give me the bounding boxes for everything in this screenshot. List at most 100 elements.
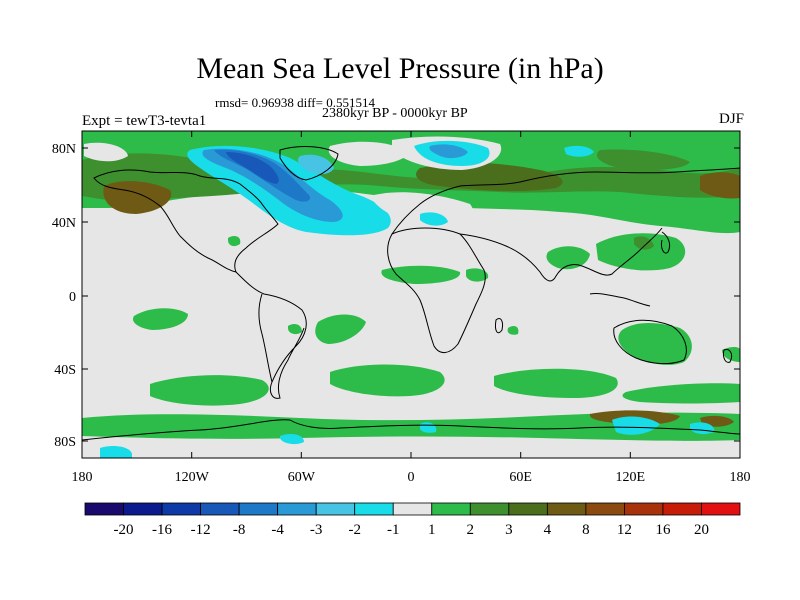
- colorbar-swatch: [624, 502, 664, 516]
- colorbar-label: 2: [467, 522, 475, 538]
- anomaly-region-mozambique-green: [507, 326, 519, 335]
- colorbar-swatch: [354, 502, 394, 516]
- colorbar-swatch: [123, 502, 163, 516]
- lat-tick-label: 80S: [54, 435, 76, 450]
- lon-tick-label: 180: [730, 470, 751, 485]
- anomaly-region-southern-ocean-east: [622, 383, 740, 404]
- anomaly-region-east-asia-dark: [596, 149, 690, 170]
- pressure-anomaly-fields: [82, 131, 740, 458]
- coast-australia: [613, 319, 687, 365]
- colorbar-label: -4: [271, 522, 284, 538]
- anomaly-region-antarctic-cyan-west: [280, 434, 304, 445]
- period-label: 2380kyr BP - 0000kyr BP: [322, 106, 468, 121]
- anomaly-region-arabia-green: [466, 268, 489, 282]
- coastlines: [82, 146, 740, 441]
- anomaly-region-sahara-green: [381, 265, 461, 284]
- coast-africa: [387, 227, 486, 353]
- anomaly-region-himalaya-green: [546, 246, 590, 270]
- colorbar-label: 16: [655, 522, 671, 538]
- lon-tick-label: 120E: [616, 470, 646, 485]
- lat-tick-label: 40N: [52, 216, 76, 231]
- colorbar-swatch: [662, 502, 702, 516]
- coast-antarctica: [82, 419, 740, 441]
- coast-indonesia: [589, 293, 651, 307]
- colorbar-swatch: [277, 502, 317, 516]
- anomaly-region-siberia-olive: [416, 162, 563, 192]
- colorbar-swatch: [431, 502, 471, 516]
- anomaly-region-greenland-light: [298, 154, 334, 175]
- coast-south-america: [235, 271, 307, 399]
- lat-tick-label: 0: [69, 290, 76, 305]
- anomaly-region-australia-green: [618, 323, 692, 365]
- colorbar-label: -16: [152, 522, 172, 538]
- colorbar-label: -12: [191, 522, 211, 538]
- anomaly-region-southern-ocean-indian: [494, 368, 618, 398]
- colorbar-swatch: [238, 502, 279, 516]
- colorbar-label: -20: [114, 522, 134, 538]
- colorbar-swatch: [392, 502, 433, 516]
- colorbar-label: 3: [505, 522, 513, 538]
- colorbar-swatch: [546, 502, 587, 516]
- colorbar-label: 8: [582, 522, 590, 538]
- anomaly-region-pacific-brown: [700, 172, 740, 199]
- colorbar-swatch: [701, 502, 741, 516]
- colorbar-swatch: [84, 502, 124, 516]
- anomaly-region-southern-ocean-pacific: [150, 375, 269, 406]
- lon-tick-label: 60E: [509, 470, 532, 485]
- anomaly-region-europe-neutral: [370, 192, 473, 226]
- anomaly-region-antarctic-cyan-pacific: [100, 446, 132, 458]
- coast-north-america: [93, 169, 279, 273]
- longitude-axis: 180 120W 60W 0 60E 120E 180: [72, 131, 751, 485]
- colorbar-swatch: [585, 502, 625, 516]
- anomaly-region-north-pacific-neutral: [84, 142, 128, 162]
- anomaly-region-antarctic-cyan-east: [612, 416, 660, 435]
- colorbar-label: -3: [310, 522, 323, 538]
- anomaly-region-greenland-sea-neutral: [328, 141, 410, 166]
- colorbar-swatch: [315, 502, 356, 516]
- anomaly-region-mediterranean-cyan: [420, 212, 448, 226]
- anomaly-region-canada-deepblue: [226, 152, 279, 184]
- anomaly-region-brazil-green: [288, 324, 302, 335]
- coast-greenland: [279, 146, 339, 181]
- colorbar-label: 12: [617, 522, 632, 538]
- coast-madagascar: [495, 317, 503, 334]
- anomaly-region-east-asia-green: [596, 233, 686, 271]
- lat-tick-label: 80N: [52, 142, 76, 157]
- anomaly-region-south-pacific-green: [722, 347, 740, 362]
- anomaly-region-barents-blue: [429, 144, 468, 159]
- stats-line: rmsd= 0.96938 diff= 0.551514: [215, 95, 375, 110]
- lon-tick-label: 60W: [288, 470, 316, 485]
- coast-south-america-west: [258, 293, 273, 383]
- latitude-axis: 80N 40N 0 40S 80S: [52, 142, 740, 450]
- lon-tick-label: 120W: [175, 470, 210, 485]
- colorbar-swatch: [469, 502, 510, 516]
- coast-new-zealand: [723, 349, 733, 363]
- colorbar-swatch: [508, 502, 548, 516]
- colorbar-label: 1: [428, 522, 436, 538]
- experiment-label: Expt = tewT3-tevta1: [82, 113, 207, 129]
- colorbar-label: 20: [694, 522, 709, 538]
- anomaly-region-east-pacific-green: [132, 308, 188, 330]
- anomaly-region-south-atlantic-green: [315, 314, 366, 344]
- lat-tick-label: 40S: [54, 363, 76, 378]
- anomaly-region-southern-ocean-atlantic: [330, 364, 445, 397]
- lon-tick-label: 0: [408, 470, 415, 485]
- colorbar-label: -1: [387, 522, 400, 538]
- coast-japan: [661, 231, 671, 254]
- colorbar: -20 -16 -12 -8 -4 -3 -2 -1 1 2 3 4 8 12 16 20: [84, 502, 741, 538]
- colorbar-swatch: [200, 502, 240, 516]
- colorbar-swatch: [161, 502, 201, 516]
- colorbar-label: 4: [544, 522, 552, 538]
- colorbar-label: -2: [348, 522, 361, 538]
- coast-eurasia: [391, 167, 740, 235]
- colorbar-label: -8: [233, 522, 246, 538]
- anomaly-region-korea-dark: [634, 236, 654, 250]
- anomaly-region-siberia-cyan: [564, 145, 594, 157]
- anomaly-region-antarctic-band: [82, 412, 740, 441]
- page-title: Mean Sea Level Pressure (in hPa): [196, 52, 604, 85]
- season-label: DJF: [718, 111, 744, 127]
- anomaly-region-gulf-green: [228, 236, 241, 247]
- lon-tick-label: 180: [72, 470, 93, 485]
- coast-asia-south: [459, 227, 663, 282]
